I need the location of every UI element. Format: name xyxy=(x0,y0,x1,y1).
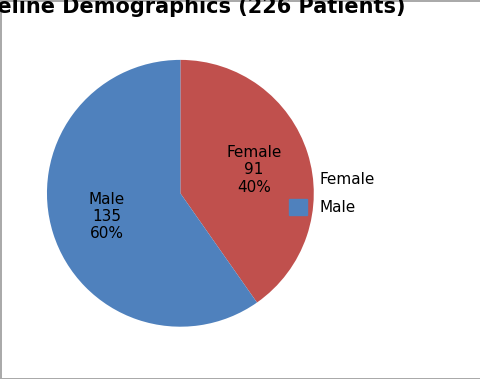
Text: Female
91
40%: Female 91 40% xyxy=(226,145,281,195)
Title: Baseline Demographics (226 Patients): Baseline Demographics (226 Patients) xyxy=(0,0,405,17)
Wedge shape xyxy=(47,60,256,327)
Text: Male
135
60%: Male 135 60% xyxy=(88,192,124,241)
Wedge shape xyxy=(180,60,313,302)
Legend: Female, Male: Female, Male xyxy=(281,164,382,223)
